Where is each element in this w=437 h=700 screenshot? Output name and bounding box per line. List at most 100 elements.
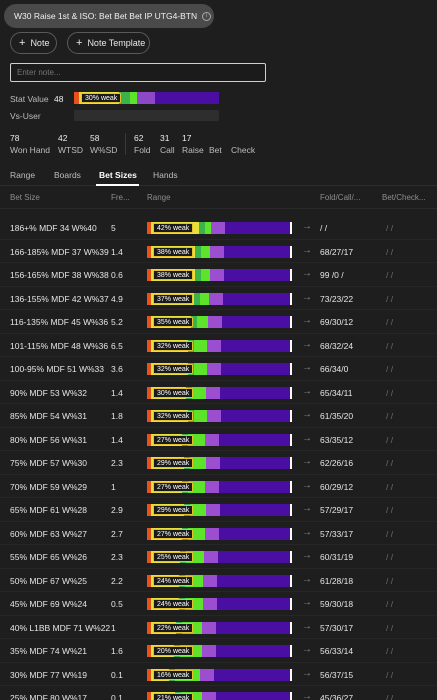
- fold-call-raise-cell: 68/32/24: [320, 340, 354, 351]
- range-bar[interactable]: 29% weak: [147, 504, 292, 516]
- tab-range[interactable]: Range: [10, 170, 36, 180]
- col-header-bet-size[interactable]: Bet Size: [10, 193, 40, 202]
- table-row[interactable]: 166-185% MDF 37 W%39 1.4 38% weak → 68/27/17…: [0, 240, 437, 263]
- range-bar[interactable]: 37% weak: [147, 292, 292, 305]
- fold-call-raise-cell: 61/35/20: [320, 411, 354, 421]
- range-bar[interactable]: 20% weak: [147, 645, 292, 657]
- range-bar[interactable]: 30% weak: [147, 386, 292, 399]
- table-row[interactable]: 80% MDF 56 W%31 1.4 27% weak → 63/35/12 / /: [0, 428, 437, 451]
- range-bar-segment: [147, 668, 151, 681]
- table-row[interactable]: 100-95% MDF 51 W%33 3.6 32% weak → 66/34/0 / …: [0, 357, 437, 381]
- summary-label: Won Hand: [10, 145, 51, 155]
- range-end-marker: [290, 645, 292, 657]
- bet-check-cell: / /: [386, 552, 394, 562]
- range-bar[interactable]: 24% weak: [147, 574, 292, 587]
- table-row[interactable]: 90% MDF 53 W%32 1.4 30% weak → 65/34/11 / /: [0, 381, 437, 404]
- freq-cell: 4.9: [111, 293, 123, 304]
- table-row[interactable]: 35% MDF 74 W%21 1.6 20% weak → 56/33/14 / /: [0, 639, 437, 663]
- bet-check-cell: / /: [386, 293, 394, 304]
- range-bar-segment: [147, 645, 151, 657]
- range-bar[interactable]: 35% weak: [147, 316, 292, 328]
- bet-size-cell: 166-185% MDF 37 W%39: [10, 246, 109, 257]
- col-header-fold-call[interactable]: Fold/Call/...: [320, 193, 361, 202]
- weak-percent-tag: 32% weak: [153, 411, 194, 421]
- range-bar-segment: [147, 410, 151, 422]
- tab-bet-sizes[interactable]: Bet Sizes: [99, 170, 137, 180]
- fold-call-raise-cell: 66/34/0: [320, 364, 349, 374]
- table-row[interactable]: 45% MDF 69 W%24 0.5 24% weak → 59/30/18 / /: [0, 592, 437, 616]
- table-row[interactable]: 85% MDF 54 W%31 1.8 32% weak → 61/35/20 / /: [0, 404, 437, 428]
- fold-call-raise-cell: 65/34/11: [320, 387, 353, 398]
- freq-cell: 1.8: [111, 411, 123, 421]
- col-header-range[interactable]: Range: [147, 193, 171, 202]
- range-bar[interactable]: 27% weak: [147, 480, 292, 493]
- fold-call-raise-cell: 60/31/19: [320, 552, 354, 562]
- table-row[interactable]: 50% MDF 67 W%25 2.2 24% weak → 61/28/18 / /: [0, 569, 437, 592]
- table-row[interactable]: 25% MDF 80 W%17 0.1 21% weak → 45/36/27 / /: [0, 686, 437, 700]
- plus-icon: +: [76, 37, 83, 49]
- range-bar[interactable]: 27% weak: [147, 527, 292, 540]
- range-bar[interactable]: 16% weak: [147, 668, 292, 681]
- range-bar[interactable]: 25% weak: [147, 551, 292, 563]
- range-bar[interactable]: 38% weak: [147, 245, 292, 258]
- weak-percent-tag: 29% weak: [153, 458, 194, 468]
- info-circle-icon[interactable]: i: [202, 11, 212, 21]
- table-row[interactable]: 30% MDF 77 W%19 0.1 16% weak → 56/37/15 / /: [0, 663, 437, 686]
- bet-size-cell: 25% MDF 80 W%17: [10, 693, 87, 700]
- range-bar[interactable]: 27% weak: [147, 433, 292, 446]
- table-row[interactable]: 70% MDF 59 W%29 1 27% weak → 60/29/12 / /: [0, 475, 437, 498]
- fold-call-raise-cell: 68/27/17: [320, 246, 354, 257]
- range-bar-segment: [147, 621, 151, 634]
- weak-percent-tag: 25% weak: [153, 552, 194, 562]
- weak-percent-tag: 29% weak: [153, 505, 194, 515]
- range-bar[interactable]: 29% weak: [147, 457, 292, 469]
- note-input[interactable]: [10, 63, 266, 82]
- range-bar[interactable]: 32% weak: [147, 363, 292, 375]
- bet-size-cell: 85% MDF 54 W%31: [10, 411, 87, 421]
- range-bar-segment: [205, 457, 220, 469]
- fold-call-raise-cell: 57/33/17: [320, 528, 354, 539]
- range-bar-segment: [193, 292, 200, 305]
- tab-boards[interactable]: Boards: [54, 170, 81, 180]
- table-row[interactable]: 75% MDF 57 W%30 2.3 29% weak → 62/26/16 / /: [0, 451, 437, 475]
- arrow-right-icon: →: [302, 644, 312, 655]
- table-row[interactable]: 136-155% MDF 42 W%37 4.9 37% weak → 73/23/22…: [0, 287, 437, 310]
- add-note-template-button[interactable]: + Note Template: [67, 32, 150, 54]
- arrow-right-icon: →: [302, 503, 312, 514]
- freq-cell: 2.3: [111, 458, 123, 468]
- freq-cell: 5: [111, 223, 116, 233]
- col-header-freq[interactable]: Fre...: [111, 193, 130, 202]
- arrow-right-icon: →: [302, 362, 312, 373]
- table-row[interactable]: 116-135% MDF 45 W%36 5.2 35% weak → 69/30/12…: [0, 310, 437, 334]
- table-row[interactable]: 40% L1BB MDF 71 W%22 1 22% weak → 57/30/17 / …: [0, 616, 437, 639]
- range-bar[interactable]: 24% weak: [147, 598, 292, 610]
- range-bar-segment: [203, 574, 218, 587]
- table-row[interactable]: 65% MDF 61 W%28 2.9 29% weak → 57/29/17 / /: [0, 498, 437, 522]
- bet-check-cell: / /: [386, 387, 394, 398]
- range-bar[interactable]: 22% weak: [147, 621, 292, 634]
- table-row[interactable]: 156-165% MDF 38 W%38 0.6 38% weak → 99 /0 / /…: [0, 263, 437, 287]
- range-bar-segment: [191, 316, 198, 328]
- spot-title-chip[interactable]: W30 Raise 1st & ISO: Bet Bet Bet IP UTG4…: [4, 4, 214, 28]
- fold-call-raise-cell: 60/29/12: [320, 481, 354, 492]
- range-bar[interactable]: 38% weak: [147, 269, 292, 281]
- range-bar[interactable]: 32% weak: [147, 339, 292, 352]
- range-bar[interactable]: 42% weak: [147, 222, 292, 234]
- table-row[interactable]: 55% MDF 65 W%26 2.3 25% weak → 60/31/19 / /: [0, 545, 437, 569]
- tab-hands[interactable]: Hands: [153, 170, 178, 180]
- bet-check-cell: / /: [386, 458, 394, 468]
- table-row[interactable]: 101-115% MDF 48 W%36 6.5 32% weak → 68/32/24…: [0, 334, 437, 357]
- range-bar-segment: [147, 598, 151, 610]
- weak-percent-tag: 16% weak: [153, 669, 194, 680]
- add-note-button[interactable]: + Note: [10, 32, 57, 54]
- table-row[interactable]: 186+% MDF 34 W%40 5 42% weak → / / / /: [0, 216, 437, 240]
- stat-range-bar: 30% weak: [74, 92, 219, 104]
- range-bar[interactable]: 32% weak: [147, 410, 292, 422]
- range-bar[interactable]: 21% weak: [147, 692, 292, 700]
- col-header-bet-check[interactable]: Bet/Check...: [382, 193, 426, 202]
- weak-percent-tag: 24% weak: [153, 575, 194, 586]
- table-row[interactable]: 60% MDF 63 W%27 2.7 27% weak → 57/33/17 / /: [0, 522, 437, 545]
- tab-bar: Range Boards Bet Sizes Hands: [0, 164, 437, 186]
- range-end-marker: [290, 292, 292, 305]
- range-end-marker: [290, 386, 292, 399]
